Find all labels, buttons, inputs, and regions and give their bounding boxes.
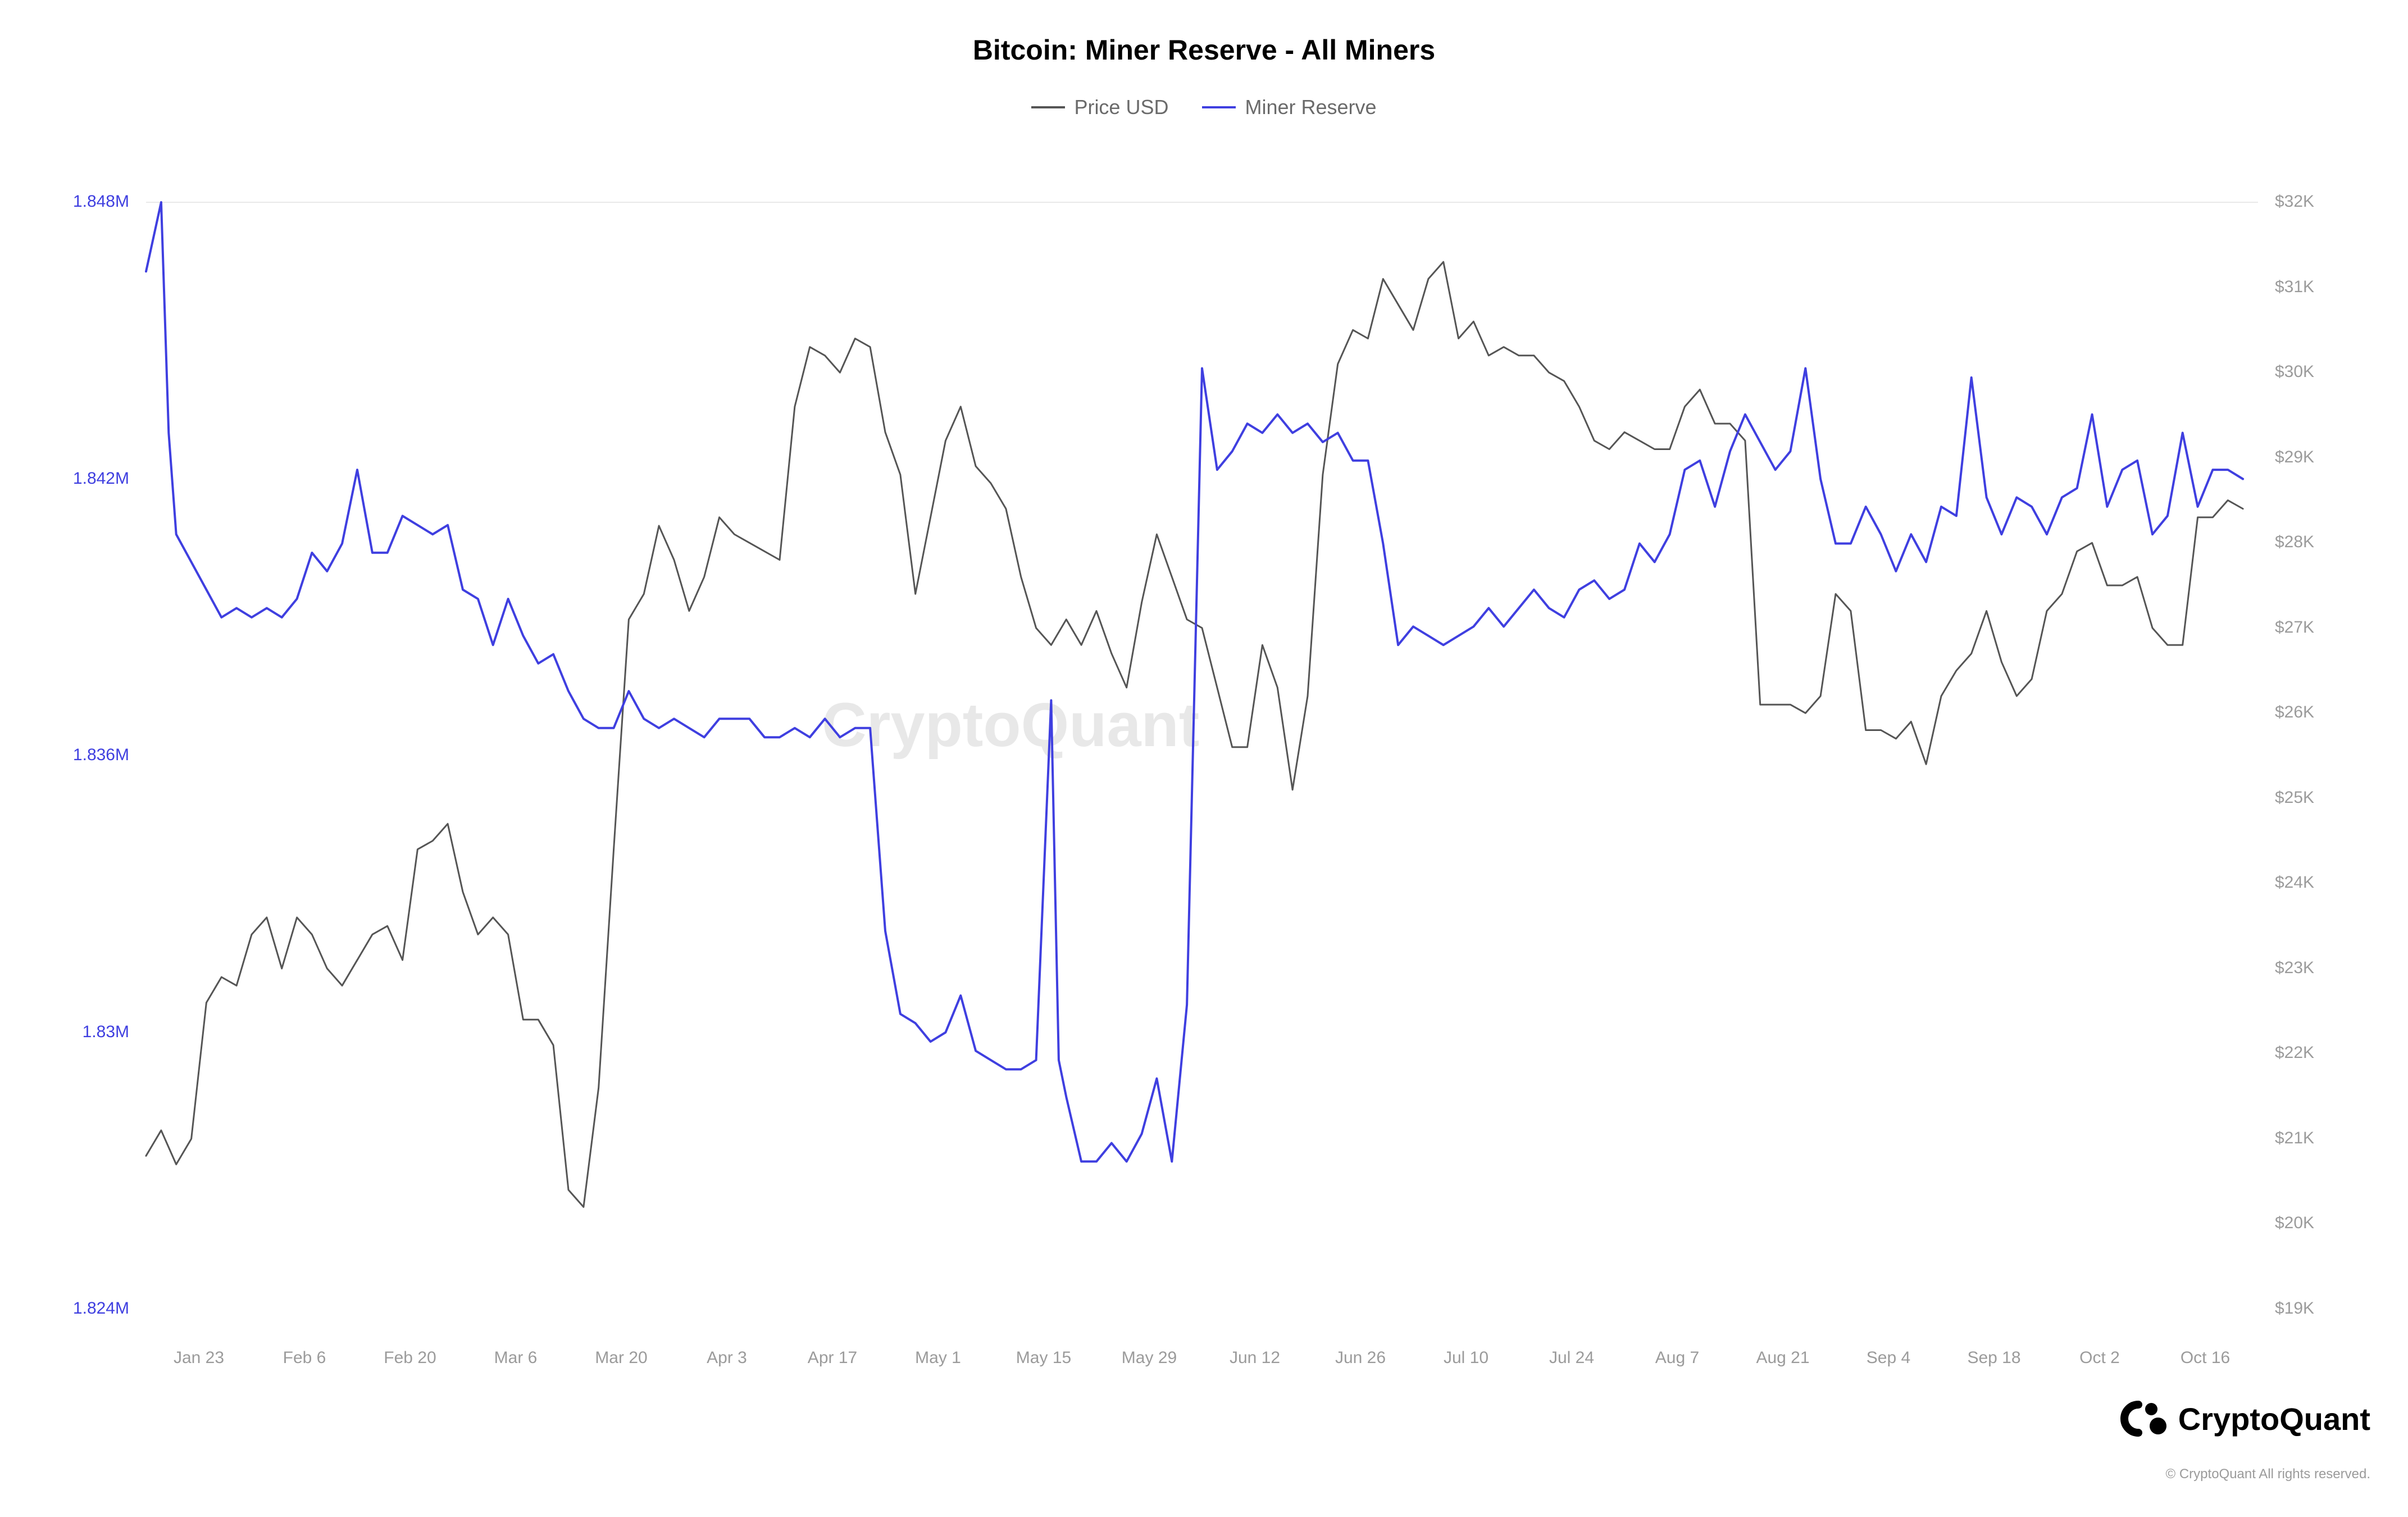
x-tick-label: Mar 20 <box>595 1348 647 1368</box>
x-tick-label: Sep 4 <box>1867 1348 1910 1368</box>
chart-container: Bitcoin: Miner Reserve - All Miners Pric… <box>0 0 2408 1517</box>
x-tick-label: Aug 21 <box>1756 1348 1809 1368</box>
y-right-tick-label: $30K <box>2275 362 2314 381</box>
brand: CryptoQuant <box>2119 1399 2370 1438</box>
y-right-tick-label: $20K <box>2275 1214 2314 1233</box>
y-left-tick-label: 1.824M <box>73 1299 129 1318</box>
x-tick-label: Oct 16 <box>2181 1348 2230 1368</box>
x-tick-label: May 1 <box>915 1348 961 1368</box>
y-left-tick-label: 1.836M <box>73 746 129 765</box>
y-left-tick-label: 1.842M <box>73 469 129 488</box>
legend-item: Price USD <box>1031 96 1168 119</box>
y-left-tick-label: 1.848M <box>73 192 129 211</box>
series-line <box>146 202 2243 1161</box>
y-right-tick-label: $19K <box>2275 1299 2314 1318</box>
x-tick-label: Feb 6 <box>283 1348 326 1368</box>
x-tick-label: Jun 12 <box>1230 1348 1280 1368</box>
x-tick-label: Sep 18 <box>1967 1348 2020 1368</box>
x-tick-label: May 15 <box>1016 1348 1071 1368</box>
y-right-tick-label: $32K <box>2275 192 2314 211</box>
y-right-tick-label: $23K <box>2275 959 2314 978</box>
x-tick-label: May 29 <box>1122 1348 1177 1368</box>
chart-svg <box>146 202 2258 1309</box>
y-right-tick-label: $21K <box>2275 1129 2314 1148</box>
legend: Price USD Miner Reserve <box>0 90 2408 119</box>
x-tick-label: Jul 24 <box>1549 1348 1594 1368</box>
x-tick-label: Aug 7 <box>1655 1348 1699 1368</box>
y-right-tick-label: $31K <box>2275 278 2314 297</box>
copyright: © CryptoQuant All rights reserved. <box>2166 1466 2371 1482</box>
series-line <box>146 262 2243 1207</box>
plot-area: CryptoQuant <box>146 202 2258 1309</box>
y-right-tick-label: $24K <box>2275 873 2314 892</box>
y-right-tick-label: $28K <box>2275 533 2314 552</box>
y-right-tick-label: $25K <box>2275 788 2314 807</box>
y-right-tick-label: $22K <box>2275 1043 2314 1062</box>
y-right-tick-label: $27K <box>2275 618 2314 637</box>
legend-swatch <box>1031 106 1065 108</box>
legend-label: Miner Reserve <box>1245 96 1376 119</box>
legend-item: Miner Reserve <box>1202 96 1376 119</box>
x-tick-label: Jan 23 <box>174 1348 224 1368</box>
x-tick-label: Oct 2 <box>2079 1348 2120 1368</box>
legend-label: Price USD <box>1074 96 1168 119</box>
x-tick-label: Apr 3 <box>707 1348 747 1368</box>
chart-title: Bitcoin: Miner Reserve - All Miners <box>0 34 2408 66</box>
brand-text: CryptoQuant <box>2178 1401 2370 1437</box>
x-tick-label: Apr 17 <box>808 1348 857 1368</box>
x-tick-label: Feb 20 <box>384 1348 436 1368</box>
y-right-tick-label: $29K <box>2275 448 2314 467</box>
y-left-tick-label: 1.83M <box>83 1023 129 1042</box>
x-tick-label: Jul 10 <box>1444 1348 1489 1368</box>
x-tick-label: Mar 6 <box>494 1348 538 1368</box>
y-right-tick-label: $26K <box>2275 703 2314 722</box>
legend-swatch <box>1202 106 1236 108</box>
brand-logo-icon <box>2119 1399 2169 1438</box>
x-tick-label: Jun 26 <box>1335 1348 1386 1368</box>
